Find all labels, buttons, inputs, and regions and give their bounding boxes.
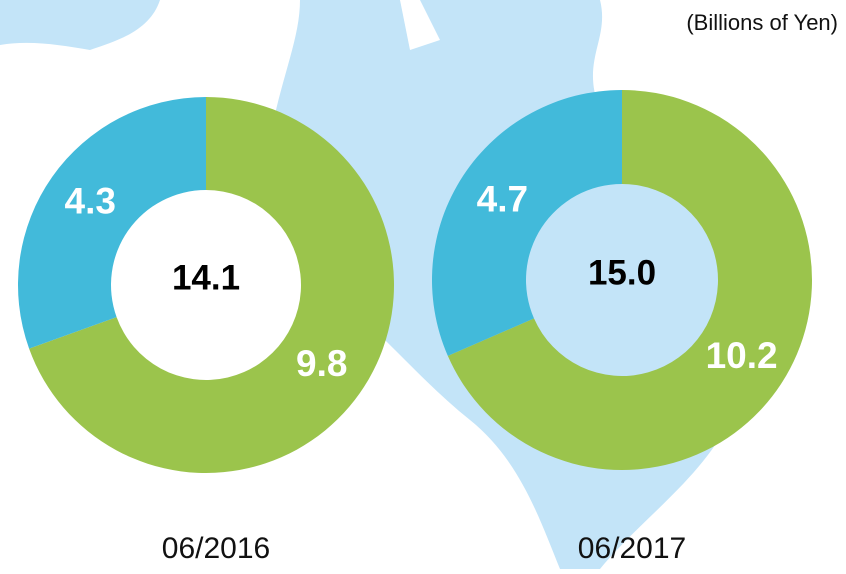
date-label: 06/2017 xyxy=(578,532,686,565)
value-label: 10.2 xyxy=(706,335,778,376)
donut-segment xyxy=(432,90,622,356)
date-label: 06/2016 xyxy=(162,532,270,565)
donut-segment xyxy=(447,90,812,470)
center-label: 15.0 xyxy=(588,253,656,292)
center-label: 14.1 xyxy=(172,258,240,297)
value-label: 4.7 xyxy=(477,178,528,219)
donut-segment xyxy=(18,97,207,349)
unit-label: (Billions of Yen) xyxy=(686,10,838,35)
donut-segment xyxy=(29,97,395,473)
value-label: 4.3 xyxy=(65,180,116,221)
value-label: 9.8 xyxy=(296,343,347,384)
